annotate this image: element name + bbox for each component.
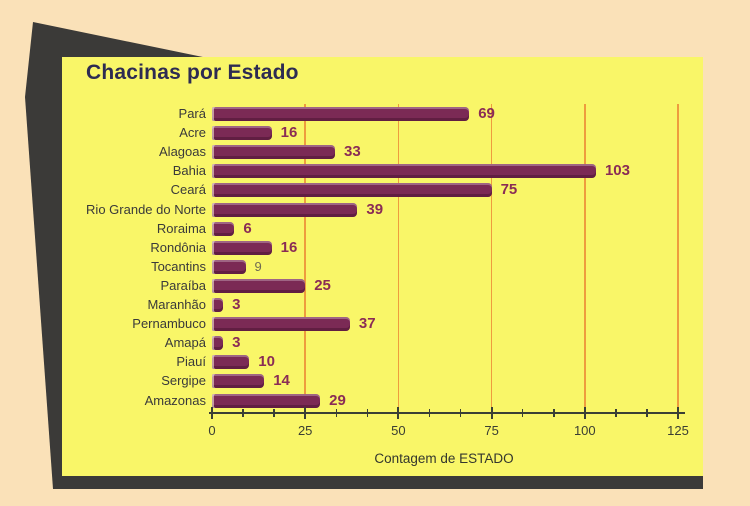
- chart-panel: Chacinas por Estado Pará 69 Acre 16 Alagoas 3…: [62, 57, 703, 476]
- value-label: 29: [329, 391, 346, 409]
- value-label: 16: [280, 124, 298, 142]
- x-tick-minor: [459, 409, 462, 417]
- gridline: [397, 104, 400, 413]
- bar: [212, 259, 246, 274]
- x-tick-minor: [646, 409, 648, 417]
- gridline: [304, 104, 306, 413]
- value-label: 9: [254, 258, 262, 274]
- value-label: 3: [232, 296, 241, 313]
- bar: [212, 374, 265, 389]
- value-label: 103: [604, 162, 630, 180]
- bar: [212, 355, 250, 370]
- x-tick-minor: [615, 409, 617, 417]
- x-axis-line: [209, 412, 685, 414]
- x-tick-major: [397, 407, 400, 419]
- bar: [212, 298, 224, 312]
- bar: [212, 183, 492, 198]
- category-label: Paraíba: [160, 277, 206, 293]
- gridline: [677, 104, 679, 413]
- category-label: Tocantins: [151, 258, 206, 274]
- category-label: Pará: [178, 106, 206, 121]
- bar: [212, 107, 470, 121]
- category-label: Rondônia: [150, 239, 206, 255]
- x-tick-minor: [273, 409, 275, 417]
- category-label: Piauí: [176, 354, 206, 370]
- x-tick-minor: [242, 409, 244, 417]
- x-tick-minor: [428, 409, 431, 417]
- category-label: Alagoas: [159, 144, 206, 160]
- category-label: Rio Grande do Norte: [86, 201, 206, 217]
- x-tick-major: [304, 407, 307, 419]
- x-tick-label: 125: [667, 423, 689, 438]
- x-tick-major: [490, 407, 493, 419]
- bar: [212, 164, 596, 179]
- chart-title: Chacinas por Estado: [86, 61, 299, 84]
- bar: [212, 278, 306, 293]
- x-tick-major: [583, 407, 586, 419]
- value-label: 39: [366, 200, 384, 218]
- category-label: Amapá: [164, 335, 206, 351]
- value-label: 25: [314, 276, 331, 294]
- value-label: 69: [478, 105, 495, 122]
- category-label: Maranhão: [147, 297, 206, 312]
- x-tick-label: 25: [297, 423, 313, 438]
- bar: [212, 202, 358, 217]
- bar: [212, 145, 336, 160]
- value-label: 3: [232, 334, 241, 352]
- category-label: Bahia: [172, 163, 206, 179]
- category-label: Pernambuco: [132, 316, 206, 332]
- bar: [212, 336, 224, 351]
- x-tick-label: 75: [484, 423, 499, 438]
- x-tick-minor: [366, 409, 369, 417]
- value-label: 14: [273, 372, 290, 390]
- x-tick-minor: [553, 409, 555, 417]
- x-tick-major: [211, 407, 213, 419]
- x-tick-label: 50: [391, 423, 406, 438]
- x-tick-label: 0: [208, 423, 216, 438]
- gridline: [584, 104, 586, 413]
- value-label: 37: [358, 315, 376, 333]
- x-tick-minor: [335, 409, 338, 417]
- bar: [212, 240, 272, 255]
- x-tick-label: 100: [573, 423, 596, 438]
- bar: [212, 317, 350, 332]
- bar: [212, 393, 321, 408]
- value-label: 16: [280, 238, 298, 256]
- x-tick-minor: [521, 409, 524, 417]
- bar: [212, 221, 235, 236]
- value-label: 10: [258, 353, 275, 371]
- category-label: Roraima: [156, 220, 206, 236]
- bar: [212, 126, 272, 141]
- plot-area: Pará 69 Acre 16 Alagoas 33 Bahia 103 Ceará 75 Rio …: [62, 57, 703, 476]
- x-axis-title: Contagem de ESTADO: [374, 451, 514, 466]
- category-label: Ceará: [170, 182, 206, 198]
- category-label: Acre: [179, 125, 206, 141]
- x-tick-major: [677, 407, 679, 419]
- value-label: 75: [500, 181, 518, 199]
- value-label: 6: [243, 219, 252, 237]
- category-label: Sergipe: [161, 373, 206, 389]
- gridline: [490, 104, 493, 413]
- category-label: Amazonas: [144, 392, 206, 408]
- value-label: 33: [344, 143, 361, 161]
